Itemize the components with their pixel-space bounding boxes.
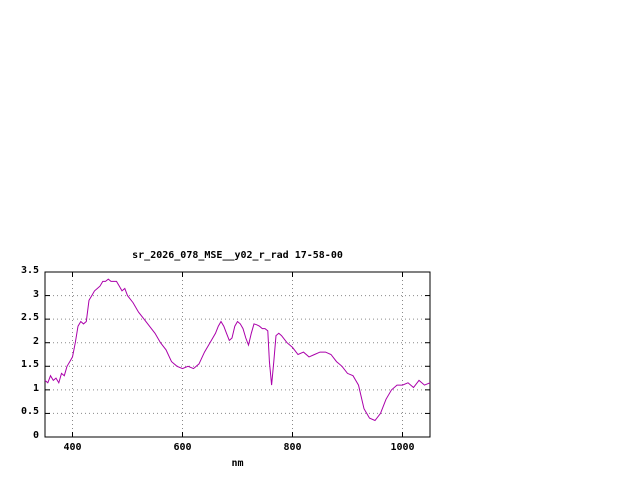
y-tick-label: 2 xyxy=(32,335,39,347)
y-tick-label: 2.5 xyxy=(20,312,39,324)
y-tick-label: 0.5 xyxy=(20,406,39,418)
x-tick-label: 800 xyxy=(283,442,302,453)
spectrum-data-line xyxy=(44,278,431,422)
plot-border xyxy=(44,271,431,438)
x-tick-label: 400 xyxy=(63,442,82,453)
y-tick-label: 3.5 xyxy=(20,265,39,276)
x-tick-label: 1000 xyxy=(390,442,415,453)
y-tick-label: 1.5 xyxy=(20,359,39,371)
y-tick-label: 0 xyxy=(32,430,39,441)
chart-title: sr_2026_078_MSE__y02_r_rad 17-58-00 xyxy=(132,250,343,261)
x-tick-label: 600 xyxy=(173,442,192,453)
x-axis-label: nm xyxy=(231,458,244,469)
y-tick-label: 3 xyxy=(32,288,39,300)
y-tick-label: 1 xyxy=(32,382,39,394)
